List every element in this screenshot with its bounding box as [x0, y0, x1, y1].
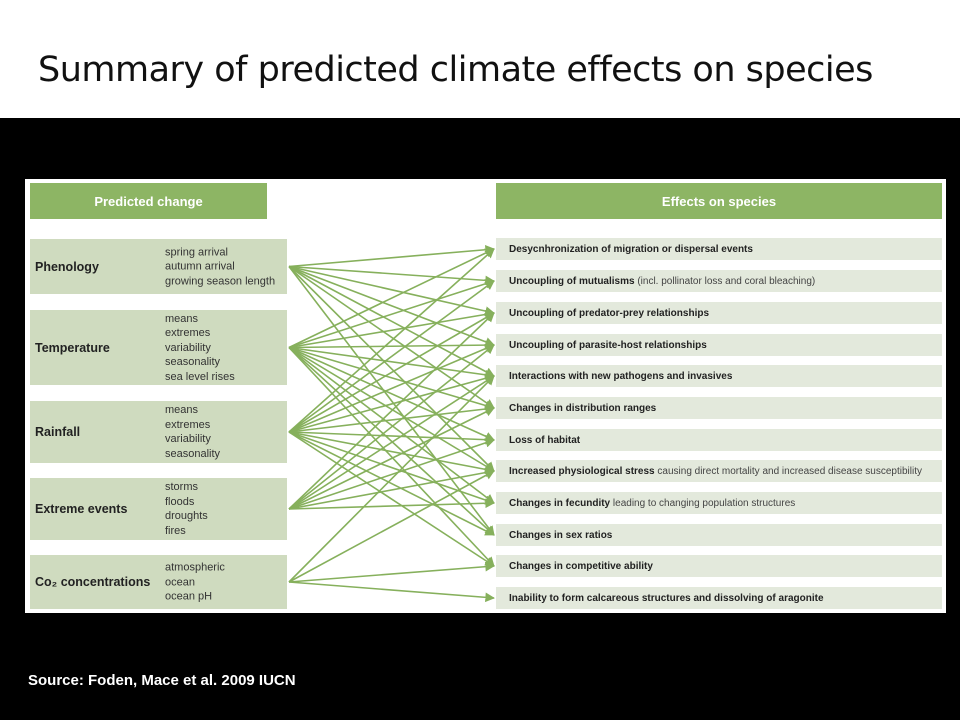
connection-arrow	[288, 431, 495, 445]
category-item: means	[165, 312, 199, 325]
category-item: growing season length	[165, 274, 276, 287]
connection-arrow	[288, 431, 495, 475]
category-label: Co₂ concentrations	[35, 575, 151, 589]
category-item: variability	[165, 433, 211, 445]
effect-label: Inability to form calcareous structures …	[509, 592, 824, 604]
predicted-change-header: Predicted change	[30, 183, 267, 219]
effect-label: Uncoupling of parasite-host relationship…	[509, 339, 707, 351]
category-item: seasonality	[165, 355, 221, 368]
connection-arrow	[288, 248, 495, 433]
category-label: Temperature	[35, 340, 110, 355]
category-rainfall: Rainfall means extremes variability seas…	[30, 401, 287, 463]
connection-arrow	[288, 467, 495, 510]
connection-arrow	[288, 561, 495, 583]
effect-label: Loss of habitat	[509, 434, 581, 446]
effect-row: Desycnhronization of migration or disper…	[496, 238, 942, 260]
connection-arrow	[288, 312, 495, 433]
effect-label: Uncoupling of predator-prey relationship…	[509, 307, 710, 319]
connection-arrow	[288, 438, 495, 510]
effect-row: Changes in competitive ability	[496, 555, 942, 577]
connection-arrow	[288, 312, 495, 510]
category-item: spring arrival	[165, 245, 228, 258]
connection-arrow	[288, 248, 495, 349]
effect-label: Changes in distribution ranges	[509, 402, 657, 414]
effects-diagram: Predicted change Effects on species Phen…	[25, 179, 946, 613]
category-item: droughts	[165, 510, 208, 522]
effect-detail: leading to changing population structure…	[612, 497, 796, 509]
effects-on-species-header: Effects on species	[496, 183, 942, 219]
effect-label: Changes in sex ratios	[509, 529, 613, 541]
connection-arrow	[288, 244, 495, 268]
category-item: extremes	[165, 418, 211, 431]
effect-row: Interactions with new pathogens and inva…	[496, 365, 942, 387]
connection-arrow	[288, 404, 495, 433]
source-citation: Source: Foden, Mace et al. 2009 IUCN	[28, 672, 296, 689]
effect-row: Loss of habitat	[496, 429, 942, 451]
effect-row: Uncoupling of parasite-host relationship…	[496, 334, 942, 356]
connection-arrow	[288, 346, 495, 472]
effect-row: Changes in distribution ranges	[496, 397, 942, 419]
effect-detail: causing direct mortality and increased d…	[657, 465, 922, 477]
effect-row: Inability to form calcareous structures …	[496, 587, 942, 609]
connection-arrow	[288, 279, 495, 349]
category-label: Rainfall	[35, 425, 81, 439]
effect-row: Increased physiological stress causing di…	[496, 460, 942, 482]
category-temperature: Temperature means extremes variability s…	[30, 310, 287, 385]
category-item: atmospheric	[165, 561, 225, 574]
category-label: Phenology	[35, 259, 99, 274]
category-item: variability	[165, 341, 211, 354]
connection-arrow	[288, 431, 495, 567]
connection-arrow	[288, 265, 495, 472]
connection-arrow	[288, 431, 495, 505]
connection-arrow	[288, 470, 495, 583]
connection-arrow	[288, 280, 495, 433]
connection-arrow	[288, 265, 495, 409]
effect-label: Desycnhronization of migration or disper…	[509, 243, 753, 255]
category-item: extremes	[165, 326, 211, 339]
category-phenology: Phenology spring arrival autumn arrival …	[30, 239, 287, 294]
effect-row: Changes in fecundity leading to changing …	[496, 492, 942, 514]
effect-row: Changes in sex ratios	[496, 524, 942, 546]
connection-arrow	[288, 375, 495, 510]
connection-arrow	[288, 265, 495, 377]
category-item: ocean pH	[165, 590, 213, 603]
connection-arrow	[288, 581, 495, 603]
connection-arrows	[288, 244, 495, 603]
effect-detail: (incl. pollinator loss and coral bleachi…	[637, 275, 816, 287]
effect-label: Changes in competitive ability	[509, 560, 653, 572]
category-item: autumn arrival	[165, 260, 235, 273]
category-item: sea level rises	[165, 370, 235, 383]
connection-arrow	[288, 340, 495, 350]
category-item: means	[165, 404, 199, 416]
connection-arrow	[288, 343, 495, 433]
connection-arrow	[288, 407, 495, 510]
connection-arrow	[288, 344, 495, 510]
connection-arrow	[288, 373, 495, 433]
effect-label: Uncoupling of mutualisms	[509, 275, 635, 287]
category-co2-concentrations: Co₂ concentrations atmospheric ocean oce…	[30, 555, 287, 609]
effect-row: Uncoupling of predator-prey relationship…	[496, 302, 942, 324]
category-item: seasonality	[165, 447, 221, 460]
title-bar: Summary of predicted climate effects on …	[0, 0, 960, 118]
category-extreme-events: Extreme events storms floods droughts fi…	[30, 478, 287, 540]
connection-arrow	[288, 309, 495, 349]
category-item: ocean	[165, 575, 195, 588]
connection-arrow	[288, 431, 495, 536]
connection-arrow	[288, 498, 495, 510]
connection-arrow	[288, 375, 495, 583]
effect-label: Interactions with new pathogens and inva…	[509, 370, 733, 382]
effect-row: Uncoupling of mutualisms (incl. pollinato…	[496, 270, 942, 292]
slide-title: Summary of predicted climate effects on …	[38, 50, 873, 90]
connection-arrow	[288, 346, 495, 380]
category-label: Extreme events	[35, 502, 128, 516]
effect-label: Changes in fecundity	[509, 497, 611, 509]
connection-arrow	[288, 346, 495, 567]
category-item: fires	[165, 524, 186, 537]
category-item: storms	[165, 481, 198, 493]
effect-label: Increased physiological stress	[509, 465, 655, 477]
category-item: floods	[165, 495, 195, 508]
